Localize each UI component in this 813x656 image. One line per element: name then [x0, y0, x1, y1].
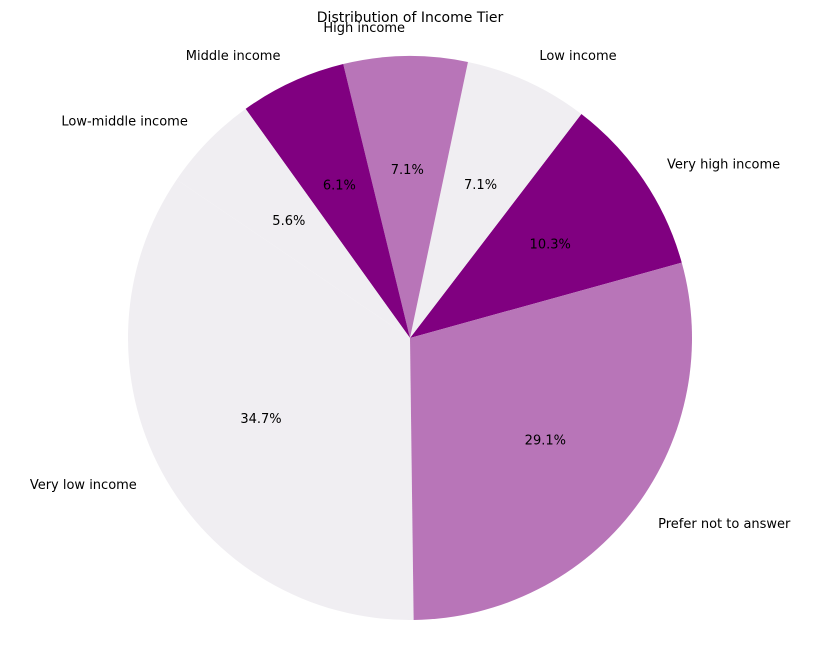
slice-label-low-income: Low income: [539, 49, 616, 64]
pie-slice-low-middle-income: [176, 108, 410, 338]
pie-slice-prefer-not-to-answer: [410, 262, 692, 620]
slice-label-very-high-income: Very high income: [667, 157, 780, 172]
slice-label-very-low-income: Very low income: [30, 478, 137, 493]
slice-label-middle-income: Middle income: [186, 49, 281, 64]
slice-percent-high-income: 7.1%: [391, 163, 424, 178]
chart-title: Distribution of Income Tier: [317, 10, 504, 26]
slice-percent-middle-income: 6.1%: [323, 178, 356, 193]
slice-percent-very-high-income: 10.3%: [530, 237, 571, 252]
pie-slice-very-high-income: [410, 114, 682, 338]
slice-label-high-income: High income: [323, 21, 405, 36]
slice-percent-low-income: 7.1%: [464, 178, 497, 193]
slice-percent-very-low-income: 34.7%: [240, 412, 281, 427]
slice-label-low-middle-income: Low-middle income: [61, 115, 187, 130]
pie-slices: [127, 56, 692, 620]
pie-slice-middle-income: [245, 64, 410, 339]
slice-label-prefer-not-to-answer: Prefer not to answer: [658, 517, 791, 532]
slice-percent-low-middle-income: 5.6%: [272, 214, 305, 229]
pie-slice-low-income: [410, 62, 582, 339]
pie-slice-very-low-income: [127, 179, 414, 620]
slice-percent-prefer-not-to-answer: 29.1%: [525, 434, 566, 449]
pie-labels: Very high income 10.3% Low income 7.1% High …: [30, 21, 791, 532]
pie-slice-high-income: [343, 56, 468, 338]
